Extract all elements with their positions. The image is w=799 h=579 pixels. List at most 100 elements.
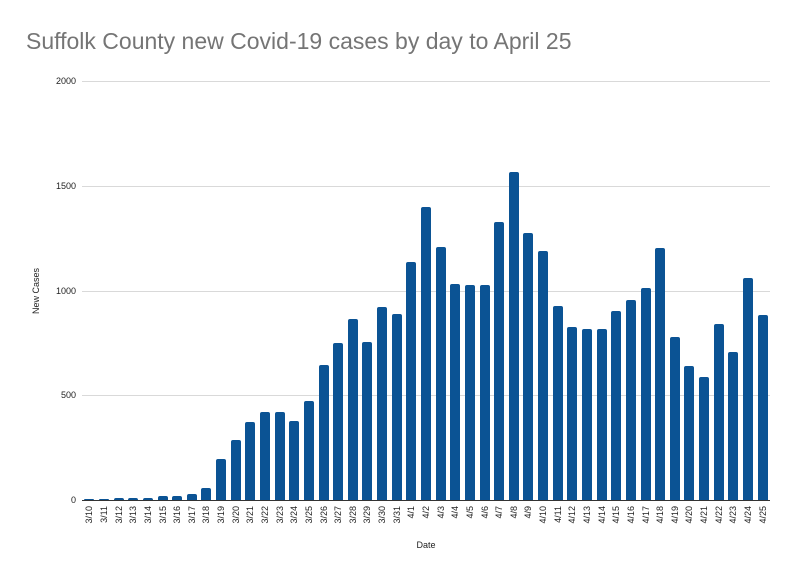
- x-tick-label: 3/27: [333, 506, 344, 524]
- bar-3/23[interactable]: [274, 412, 285, 500]
- bar-3/22[interactable]: [259, 412, 270, 500]
- chart-title: Suffolk County new Covid-19 cases by day…: [26, 28, 572, 54]
- bar-3/11[interactable]: [98, 499, 109, 500]
- bar-4/14[interactable]: [596, 329, 607, 500]
- bar-4/6[interactable]: [479, 285, 490, 500]
- x-tick-label: 4/5: [464, 506, 475, 519]
- gridline-0: [82, 500, 770, 501]
- y-tick-label: 2000: [55, 76, 76, 86]
- x-tick-label: 4/6: [479, 506, 490, 519]
- x-tick-label: 4/21: [699, 506, 710, 524]
- plot-area: [82, 81, 770, 501]
- x-tick-label: 3/10: [84, 506, 95, 524]
- x-tick-label: 4/24: [743, 506, 754, 524]
- bar-3/25[interactable]: [303, 400, 314, 500]
- bar-3/31[interactable]: [391, 313, 402, 500]
- x-tick-label: 3/31: [391, 506, 402, 524]
- x-tick-label: 4/25: [757, 506, 768, 524]
- x-tick-label: 4/13: [582, 506, 593, 524]
- x-tick-label: 3/25: [303, 506, 314, 524]
- bar-3/24[interactable]: [289, 420, 300, 500]
- bar-4/15[interactable]: [611, 311, 622, 500]
- x-tick-label: 4/10: [538, 506, 549, 524]
- x-tick-label: 4/17: [640, 506, 651, 524]
- bar-3/14[interactable]: [142, 498, 153, 500]
- bar-3/13[interactable]: [128, 498, 139, 500]
- bar-4/23[interactable]: [728, 352, 739, 500]
- bar-4/21[interactable]: [699, 377, 710, 500]
- gridline-2000: [82, 81, 770, 82]
- bar-3/26[interactable]: [318, 364, 329, 500]
- x-tick-label: 3/14: [142, 506, 153, 524]
- x-tick-label: 4/7: [494, 506, 505, 519]
- bar-4/24[interactable]: [743, 277, 754, 500]
- bar-4/12[interactable]: [567, 326, 578, 500]
- bar-4/20[interactable]: [684, 366, 695, 500]
- x-tick-label: 3/11: [98, 506, 109, 523]
- y-axis-label: New Cases: [31, 267, 41, 315]
- x-tick-label: 4/9: [523, 506, 534, 519]
- x-tick-label: 3/12: [113, 506, 124, 524]
- bar-4/13[interactable]: [582, 328, 593, 500]
- y-tick-label: 500: [60, 390, 76, 401]
- bar-3/29[interactable]: [362, 342, 373, 500]
- bar-4/17[interactable]: [640, 288, 651, 500]
- x-tick-label: 3/18: [201, 506, 212, 524]
- x-tick-label: 3/15: [157, 506, 168, 524]
- bar-4/8[interactable]: [508, 171, 519, 500]
- x-tick-label: 3/24: [289, 506, 300, 524]
- bar-4/5[interactable]: [464, 285, 475, 500]
- x-tick-label: 3/26: [318, 506, 329, 524]
- bar-3/16[interactable]: [172, 495, 183, 500]
- x-tick-label: 3/29: [362, 506, 373, 524]
- bar-3/12[interactable]: [113, 498, 124, 500]
- x-tick-label: 3/28: [347, 506, 358, 524]
- bar-3/21[interactable]: [245, 422, 256, 500]
- bar-3/17[interactable]: [186, 494, 197, 500]
- x-tick-label: 3/13: [128, 506, 139, 524]
- bar-4/11[interactable]: [552, 305, 563, 500]
- bar-4/25[interactable]: [757, 314, 768, 500]
- bar-4/9[interactable]: [523, 233, 534, 500]
- x-tick-label: 4/22: [713, 506, 724, 524]
- bar-3/30[interactable]: [377, 307, 388, 500]
- x-axis-label: Date: [416, 540, 436, 550]
- x-tick-label: 4/16: [625, 506, 636, 524]
- x-tick-label: 4/1: [406, 506, 417, 519]
- y-tick-label: 0: [70, 495, 76, 505]
- x-tick-label: 3/30: [377, 506, 388, 524]
- x-tick-label: 4/23: [728, 506, 739, 524]
- bar-4/18[interactable]: [655, 248, 666, 500]
- x-tick-label: 4/20: [684, 506, 695, 524]
- bar-4/3[interactable]: [435, 246, 446, 500]
- x-tick-label: 4/19: [669, 506, 680, 524]
- x-tick-label: 4/12: [567, 506, 578, 524]
- x-tick-label: 3/20: [230, 506, 241, 524]
- bar-3/20[interactable]: [230, 440, 241, 500]
- x-tick-label: 3/19: [216, 506, 227, 524]
- bar-3/15[interactable]: [157, 495, 168, 500]
- x-tick-label: 4/3: [435, 506, 446, 519]
- bar-3/19[interactable]: [216, 459, 227, 500]
- bar-4/22[interactable]: [713, 324, 724, 500]
- x-tick-label: 4/15: [611, 506, 622, 524]
- x-tick-label: 3/17: [186, 506, 197, 524]
- bar-4/7[interactable]: [494, 222, 505, 500]
- x-tick-label: 3/22: [259, 506, 270, 524]
- bar-3/18[interactable]: [201, 487, 212, 500]
- x-tick-label: 3/16: [172, 506, 183, 524]
- y-tick-label: 1500: [55, 180, 76, 191]
- bar-4/10[interactable]: [538, 250, 549, 500]
- x-tick-label: 3/23: [274, 506, 285, 524]
- bar-4/4[interactable]: [450, 284, 461, 500]
- x-tick-label: 4/11: [552, 506, 563, 523]
- bar-3/28[interactable]: [347, 319, 358, 500]
- x-tick-label: 4/2: [421, 506, 431, 519]
- bar-4/19[interactable]: [669, 336, 680, 500]
- bar-4/16[interactable]: [625, 299, 636, 500]
- bar-3/10[interactable]: [84, 499, 95, 500]
- bar-3/27[interactable]: [333, 343, 344, 500]
- bar-4/2[interactable]: [421, 207, 431, 500]
- bar-4/1[interactable]: [406, 262, 417, 500]
- x-tick-label: 4/8: [508, 506, 519, 519]
